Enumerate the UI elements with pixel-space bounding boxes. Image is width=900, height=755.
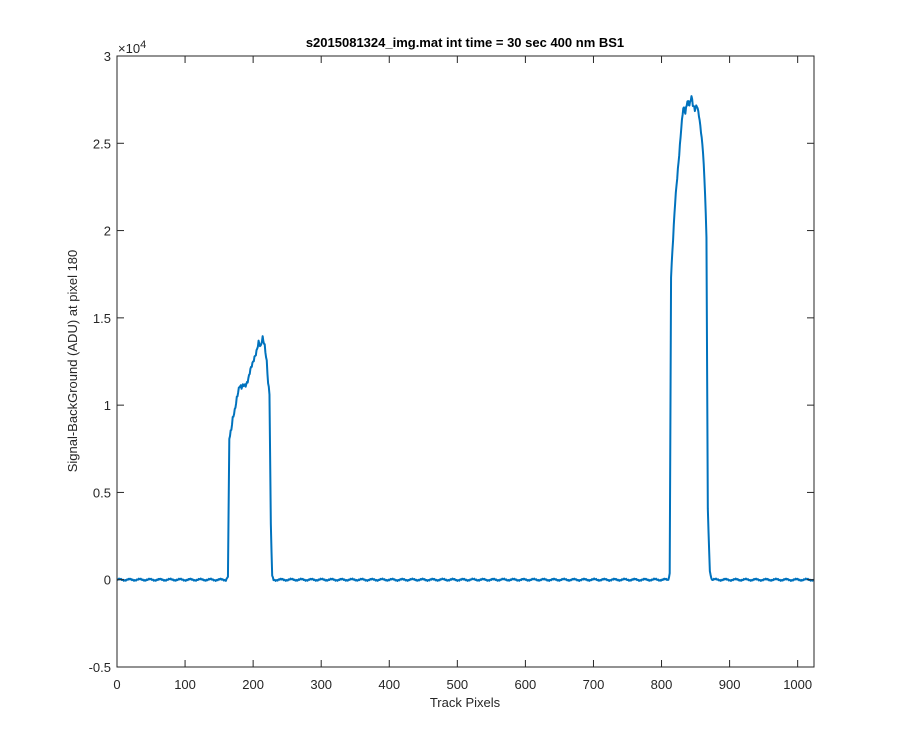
y-tick-label: 2.5 (93, 136, 111, 151)
x-tick-label: 900 (719, 677, 741, 692)
y-tick-label: 2 (104, 224, 111, 239)
y-tick-label: 1.5 (93, 311, 111, 326)
x-tick-label: 100 (174, 677, 196, 692)
y-tick-label: 1 (104, 398, 111, 413)
x-axis-label: Track Pixels (430, 695, 501, 710)
y-tick-label: 0.5 (93, 485, 111, 500)
y-tick-label: 3 (104, 49, 111, 64)
y-tick-label: -0.5 (89, 660, 111, 675)
chart-title: s2015081324_img.mat int time = 30 sec 40… (306, 35, 624, 50)
y-axis-label: Signal-BackGround (ADU) at pixel 180 (65, 250, 80, 473)
y-multiplier-label: ×104 (118, 39, 146, 56)
x-tick-label: 800 (651, 677, 673, 692)
x-tick-label: 700 (583, 677, 605, 692)
axes-box (116, 55, 815, 668)
x-tick-label: 500 (446, 677, 468, 692)
y-tick-label: 0 (104, 573, 111, 588)
ticks-layer: 0 100 200 300 400 500 600 700 800 900 1000-0.500.5… (89, 49, 814, 692)
series-layer (116, 95, 815, 582)
x-tick-label: 400 (378, 677, 400, 692)
x-tick-label: 600 (515, 677, 537, 692)
y-multiplier-base: ×10 (118, 41, 140, 56)
x-tick-label: 200 (242, 677, 264, 692)
series-line (116, 95, 815, 582)
axes-background (117, 56, 814, 667)
x-tick-label: 300 (310, 677, 332, 692)
x-tick-label: 0 (113, 677, 120, 692)
y-multiplier-exponent: 4 (140, 39, 146, 51)
x-tick-label: 1000 (783, 677, 812, 692)
